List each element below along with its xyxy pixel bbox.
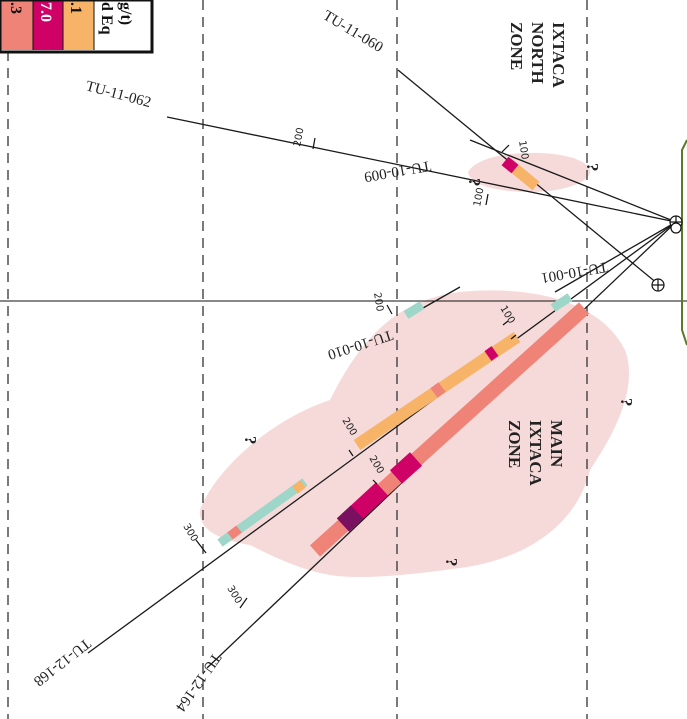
grade-legend: d Eq g/t) .3 7.0 .1 xyxy=(0,0,152,52)
question-mark: ? xyxy=(583,163,602,172)
north-zone-line-2: NORTH xyxy=(528,22,547,84)
tick-200-tu-11-062: 200 xyxy=(292,127,306,148)
question-mark: ? xyxy=(465,178,484,187)
north-zone-label: IXTACA NORTH ZONE xyxy=(507,22,568,89)
surface-outline xyxy=(682,140,687,345)
question-mark: ? xyxy=(241,436,260,445)
interval-tu-12-168-orange-a xyxy=(295,484,303,490)
tick-100-tu-11-062: 100 xyxy=(472,187,486,208)
interval-tu-12-168-coral-b xyxy=(434,387,442,393)
interval-tu-11-060-magenta xyxy=(505,161,515,169)
tick-300-tu-12-164: 300 xyxy=(224,584,243,606)
label-tu-12-168: TU-12-168 xyxy=(30,635,93,689)
question-mark: ? xyxy=(617,398,636,407)
tick-200-tu-10-010: 200 xyxy=(371,292,385,313)
question-mark: ? xyxy=(442,558,461,567)
label-tu-11-060: TU-11-060 xyxy=(320,8,386,56)
north-zone-line-3: ZONE xyxy=(507,22,526,70)
main-zone-line-2: IXTACA xyxy=(526,420,545,487)
legend-value-2: 7.0 xyxy=(37,2,54,22)
label-tu-12-164: TU-12-164 xyxy=(172,650,224,715)
legend-unit: g/t) xyxy=(117,2,134,25)
legend-value-3: .1 xyxy=(67,2,84,14)
label-tu-11-062: TU-11-062 xyxy=(84,78,153,111)
legend-title: d Eq xyxy=(98,2,115,35)
north-zone-line-1: IXTACA xyxy=(549,22,568,89)
main-zone-line-3: ZONE xyxy=(505,420,524,468)
interval-tu-12-164-purple xyxy=(343,512,357,525)
interval-tu-12-168-coral-a xyxy=(230,529,239,536)
main-zone-line-1: MAIN xyxy=(547,420,566,468)
interval-tu-12-168-magenta xyxy=(488,351,495,356)
legend-value-1: .3 xyxy=(7,2,24,14)
